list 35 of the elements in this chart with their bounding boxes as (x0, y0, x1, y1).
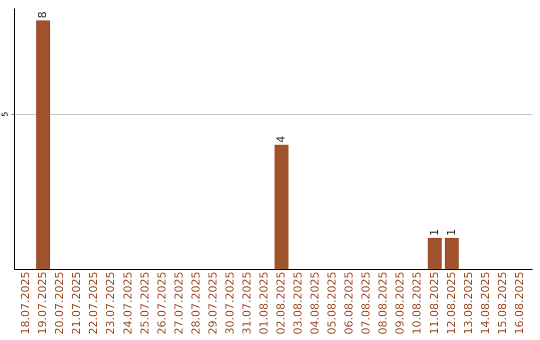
x-tick-label: 14.08.2025 (478, 272, 492, 334)
x-tick-label: 05.08.2025 (326, 272, 339, 334)
x-tick-label: 08.08.2025 (376, 272, 390, 334)
x-tick-label: 18.07.2025 (19, 272, 32, 334)
x-tick-label: 20.07.2025 (53, 272, 66, 334)
x-tick-label: 28.07.2025 (189, 272, 202, 334)
x-tick-label: 27.07.2025 (172, 272, 186, 334)
x-tick-label: 11.08.2025 (428, 272, 441, 334)
x-tick-label: 13.08.2025 (462, 272, 475, 334)
y-tick-label: 5 (0, 112, 10, 117)
x-tick-label: 16.08.2025 (512, 272, 526, 334)
x-tick-label: 09.08.2025 (394, 272, 407, 334)
x-tick-label: 06.08.2025 (342, 272, 356, 334)
x-tick-label: 10.08.2025 (410, 272, 424, 334)
x-tick-label: 24.07.2025 (121, 272, 134, 334)
x-tick-label: 31.07.2025 (240, 272, 254, 334)
x-tick-label: 04.08.2025 (308, 272, 322, 334)
x-tick-label: 19.07.2025 (36, 272, 50, 334)
x-tick-label: 30.07.2025 (223, 272, 236, 334)
data-label: 4 (274, 136, 288, 143)
x-tick-label: 01.08.2025 (257, 272, 270, 334)
x-tick-label: 02.08.2025 (274, 272, 288, 334)
x-tick-label: 07.08.2025 (360, 272, 373, 334)
x-tick-label: 29.07.2025 (206, 272, 220, 334)
x-tick-label: 22.07.2025 (87, 272, 100, 334)
x-tick-label: 12.08.2025 (444, 272, 458, 334)
data-label: 1 (428, 228, 441, 236)
x-tick-label: 25.07.2025 (138, 272, 152, 334)
data-label: 1 (444, 228, 458, 236)
x-tick-label: 15.08.2025 (496, 272, 509, 334)
x-tick-label: 23.07.2025 (104, 272, 118, 334)
x-tick-label: 26.07.2025 (155, 272, 168, 334)
data-label: 8 (36, 11, 50, 18)
x-tick-label: 03.08.2025 (292, 272, 305, 334)
x-tick-label: 21.07.2025 (70, 272, 84, 334)
